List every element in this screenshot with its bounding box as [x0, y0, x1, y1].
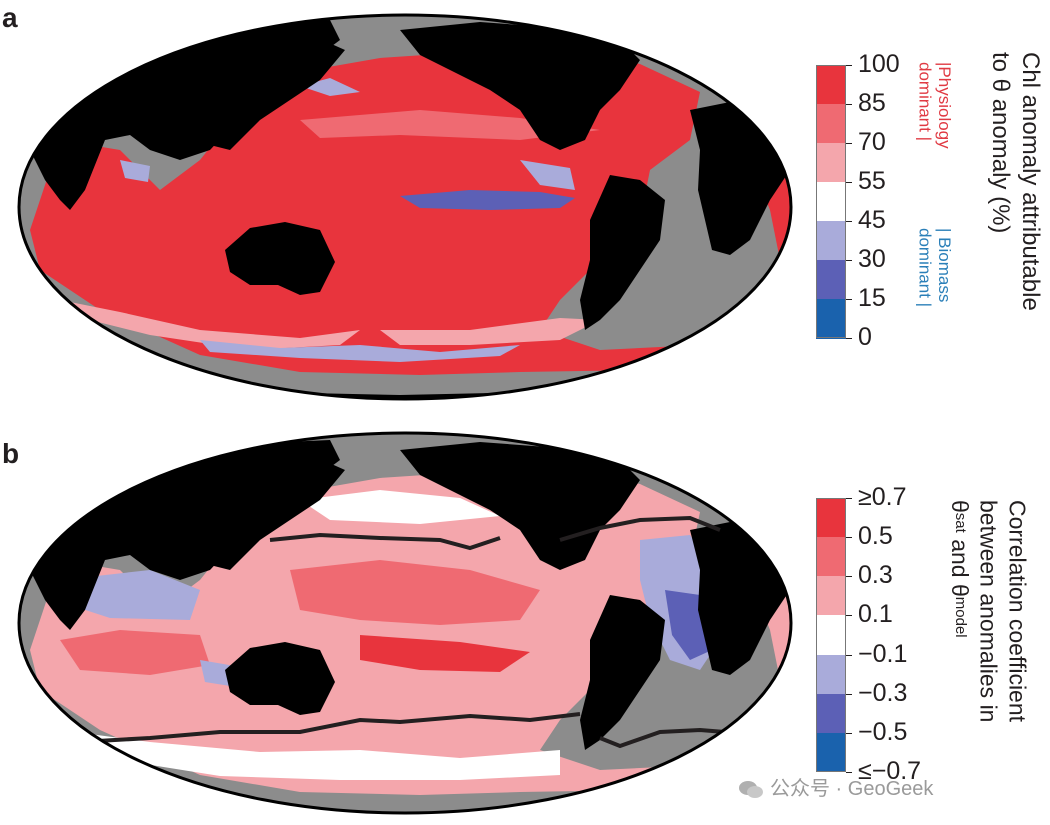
colorbar-tick-label: 55 [858, 167, 886, 195]
map-b-ocean-field [30, 466, 790, 795]
colorbar-tick-mark [846, 143, 852, 144]
biomass-dominant-label: | Biomass dominant | [915, 228, 955, 308]
wechat-icon [739, 780, 763, 798]
colorbar-tick-label: ≥0.7 [858, 483, 907, 511]
map-a-mollweide [17, 13, 793, 401]
colorbar-tick-label: ≤−0.7 [858, 757, 922, 785]
colorbar-swatch [816, 654, 846, 695]
colorbar-tick-mark [846, 498, 852, 499]
colorbar-tick-label: 45 [858, 206, 886, 234]
colorbar-tick-label: 0.5 [858, 522, 893, 551]
panel-b-letter: b [2, 438, 20, 469]
colorbar-tick-mark [846, 338, 852, 339]
colorbar-tick-mark [846, 732, 852, 734]
colorbar-tick-label: 15 [858, 284, 886, 312]
map-a-biomass-south-ring [200, 340, 520, 362]
colorbar-b-title-line-1: Correlation coefficient [1004, 500, 1031, 723]
map-a-land-asia-east [200, 30, 345, 150]
colorbar-tick-label: 0.1 [858, 600, 893, 629]
map-b-positive-core-2 [60, 630, 210, 675]
map-b-land-africa-east [690, 520, 790, 675]
colorbar-swatch [816, 732, 846, 773]
map-a-ocean-field [30, 46, 790, 375]
map-b-outline [17, 431, 793, 815]
watermark-text: 公众号 · GeoGeek [770, 778, 934, 800]
colorbar-tick-mark [846, 693, 852, 695]
watermark: 公众号 · GeoGeek [738, 772, 933, 801]
colorbar-swatch [816, 221, 846, 261]
map-b-positive-core-1 [290, 560, 540, 625]
map-b-positive-core-3 [360, 635, 530, 672]
colorbar-swatch [816, 104, 846, 144]
colorbar-tick-mark [846, 182, 852, 183]
map-a-biomass-equatorial [400, 190, 575, 210]
map-a-light-band-2 [380, 318, 600, 345]
physiology-line-1: |Physiology [935, 62, 955, 149]
colorbar-a-title-line-1: Chl anomaly attributable [1017, 52, 1044, 311]
colorbar-swatch [816, 143, 846, 183]
colorbar-tick-label: 100 [858, 50, 900, 78]
colorbar-tick-label: 0 [858, 323, 872, 351]
colorbar-tick-label: 0.3 [858, 561, 893, 590]
colorbar-frame [816, 498, 846, 772]
map-b-negative-indonesia [200, 660, 235, 686]
map-b-mollweide [17, 431, 793, 815]
colorbar-a [816, 65, 846, 339]
colorbar-tick-label: 30 [858, 245, 886, 273]
map-b-contour-north [269, 515, 721, 551]
colorbar-swatch [816, 260, 846, 300]
colorbar-tick-mark [846, 221, 852, 222]
colorbar-tick-label: −0.3 [858, 678, 908, 707]
colorbar-swatch [816, 693, 846, 734]
colorbar-swatch [816, 65, 846, 105]
map-a-outline [17, 13, 793, 401]
map-a-biomass-arabian [120, 160, 150, 182]
panel-a-letter: a [2, 2, 18, 33]
colorbar-tick-label: −0.1 [858, 639, 908, 668]
colorbar-swatch [816, 182, 846, 222]
colorbar-tick-mark [846, 104, 852, 105]
map-b-contour-south [79, 712, 726, 749]
map-a-biomass-peru [520, 160, 575, 190]
physiology-dominant-label: |Physiology dominant | [915, 62, 955, 149]
map-b-white-north [300, 490, 500, 524]
map-b-land-north-america [400, 442, 640, 570]
colorbar-tick-label: −0.5 [858, 717, 908, 746]
map-a-light-band-1 [60, 300, 360, 350]
map-a-land-australia [225, 222, 335, 295]
colorbar-a-title-line-2: to θ anomaly (%) [987, 52, 1014, 234]
map-b-land-australia [225, 642, 335, 715]
colorbar-tick-label: 70 [858, 128, 886, 156]
colorbar-tick-mark [846, 299, 852, 300]
colorbar-tick-label: 85 [858, 89, 886, 117]
map-a-light-band-3 [300, 110, 600, 140]
colorbar-b-title: Correlation coefficient between anomalie… [945, 500, 1031, 722]
map-b-white-south [60, 730, 560, 780]
colorbar-frame [816, 65, 846, 338]
colorbar-a-title: Chl anomaly attributable to θ anomaly (%… [985, 52, 1045, 311]
colorbar-b-title-line-3: θsat and θmodel [946, 500, 973, 638]
colorbar-tick-mark [846, 65, 852, 66]
colorbar-b-title-line-2: between anomalies in [975, 500, 1002, 723]
colorbar-tick-mark [846, 576, 852, 578]
map-b-land-south-america [580, 595, 665, 750]
colorbar-swatch [816, 537, 846, 577]
colorbar-b [816, 498, 846, 773]
colorbar-tick-mark [846, 537, 852, 539]
colorbar-tick-mark [846, 654, 852, 656]
colorbar-tick-mark [846, 615, 852, 617]
physiology-line-2: dominant | [915, 62, 935, 142]
colorbar-tick-mark [846, 260, 852, 261]
biomass-line-2: dominant | [915, 228, 935, 308]
colorbar-swatch [816, 299, 846, 339]
colorbar-swatch [816, 498, 846, 538]
colorbar-swatch [816, 615, 846, 656]
map-b-land-asia-east [200, 450, 345, 570]
map-a-land-south-america [580, 175, 665, 330]
colorbar-swatch [816, 576, 846, 616]
map-a-land-north-america [400, 22, 640, 150]
colorbar-tick-mark [846, 772, 852, 773]
biomass-line-1: | Biomass [935, 228, 955, 303]
